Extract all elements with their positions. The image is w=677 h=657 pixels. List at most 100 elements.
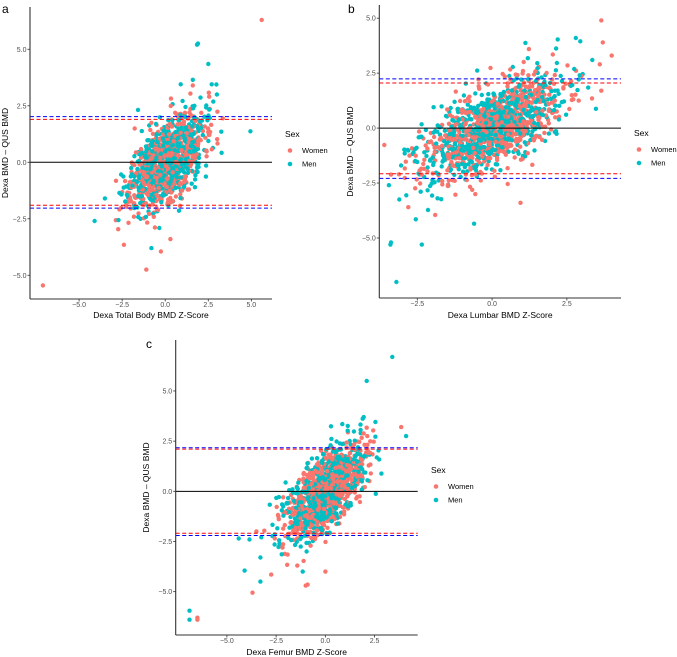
point-men	[145, 138, 150, 143]
point-men	[139, 193, 145, 199]
point-women	[152, 166, 158, 171]
point-women	[207, 129, 213, 135]
point-men	[248, 129, 253, 134]
point-men	[528, 92, 534, 98]
point-men	[521, 107, 526, 113]
point-men	[397, 197, 402, 202]
point-women	[165, 200, 170, 205]
point-women	[599, 88, 604, 93]
point-women	[280, 545, 285, 550]
point-men	[435, 129, 440, 134]
point-men	[130, 183, 135, 188]
point-women	[534, 110, 539, 115]
point-men	[463, 81, 468, 86]
point-men	[425, 165, 430, 170]
point-men	[272, 542, 277, 547]
legend-label-men: Men	[651, 159, 666, 168]
point-men	[404, 193, 409, 198]
point-women	[416, 129, 422, 134]
point-men	[144, 166, 150, 172]
point-women	[508, 67, 513, 72]
point-men	[575, 87, 580, 93]
point-men	[176, 117, 181, 123]
point-men	[159, 200, 164, 205]
point-women	[368, 462, 373, 467]
panel-b: −2.5 0.0 2.5 −5.0 −2.5 0.0 2.5 5.0 Dexa Lumbar B…	[345, 5, 677, 320]
point-men	[489, 148, 495, 153]
point-women	[207, 94, 212, 99]
point-men	[494, 142, 499, 148]
point-women	[337, 503, 343, 508]
point-women	[609, 53, 614, 58]
point-men	[322, 477, 327, 482]
point-men	[183, 114, 188, 119]
point-men	[431, 160, 436, 166]
point-men	[294, 521, 299, 527]
point-women	[315, 532, 320, 538]
point-women	[312, 478, 317, 483]
point-women	[169, 124, 175, 129]
point-men	[187, 149, 192, 154]
point-men	[358, 422, 363, 427]
point-women	[364, 425, 369, 430]
point-men	[500, 145, 505, 150]
point-women	[344, 462, 350, 468]
point-men	[405, 147, 410, 153]
point-men	[165, 140, 170, 146]
point-men	[203, 163, 209, 168]
point-men	[316, 475, 322, 481]
point-men	[298, 536, 303, 542]
legend-title: Sex	[634, 128, 649, 138]
point-men	[411, 150, 416, 155]
point-men	[314, 514, 319, 519]
point-women	[523, 100, 529, 106]
point-women	[363, 450, 369, 455]
point-women	[499, 120, 504, 125]
point-women	[473, 115, 478, 120]
point-men	[205, 118, 210, 123]
point-men	[149, 245, 154, 251]
point-women	[122, 178, 128, 184]
y-tick-label: 5.0	[366, 16, 376, 23]
point-men	[543, 82, 548, 88]
point-men	[418, 189, 423, 194]
point-women	[337, 493, 343, 499]
point-men	[259, 535, 264, 540]
point-men	[556, 117, 562, 122]
x-tick-label: 0.0	[487, 301, 497, 308]
point-men	[329, 519, 334, 524]
point-men	[533, 78, 539, 84]
point-men	[136, 193, 141, 199]
point-women	[131, 214, 137, 219]
point-men	[490, 137, 495, 142]
point-men	[247, 537, 252, 542]
point-men	[461, 93, 467, 98]
point-men	[386, 183, 392, 188]
point-women	[549, 77, 555, 82]
point-men	[578, 39, 583, 44]
point-men	[183, 157, 188, 162]
point-women	[330, 455, 335, 461]
point-men	[153, 121, 159, 127]
point-women	[569, 79, 574, 84]
point-men	[214, 92, 220, 97]
point-men	[465, 102, 470, 107]
point-women	[325, 525, 330, 530]
x-tick-label: 5.0	[246, 302, 256, 309]
point-women	[493, 139, 498, 144]
point-men	[402, 151, 407, 156]
points-a	[40, 17, 264, 288]
point-women	[285, 552, 290, 557]
point-women	[359, 457, 365, 463]
point-women	[473, 191, 478, 197]
point-men	[450, 154, 455, 160]
point-men	[139, 128, 144, 134]
point-men	[498, 92, 503, 98]
legend-label-women: Women	[302, 146, 328, 155]
point-women	[525, 85, 531, 90]
point-women	[443, 133, 448, 138]
point-women	[195, 615, 200, 620]
point-men	[535, 121, 540, 127]
point-women	[325, 469, 330, 474]
point-women	[477, 160, 482, 165]
